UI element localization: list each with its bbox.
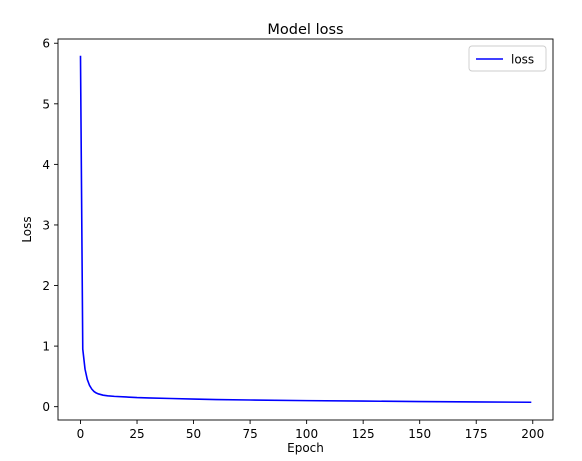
- legend: loss: [468, 45, 547, 72]
- x-axis-label: Epoch: [287, 441, 324, 455]
- plot-area: [79, 55, 532, 404]
- y-axis-ticks: 0 1 2 3 4 5 6: [42, 37, 58, 414]
- x-tick-label: 0: [77, 427, 85, 441]
- x-axis-ticks: 0 25 50 75 100 125 150 175 200: [77, 420, 544, 441]
- x-tick-label: 200: [521, 427, 544, 441]
- y-tick-label: 4: [42, 158, 50, 172]
- y-tick-label: 3: [42, 218, 50, 232]
- x-tick-label: 50: [186, 427, 201, 441]
- x-tick-label: 25: [129, 427, 144, 441]
- y-tick-label: 2: [42, 279, 50, 293]
- series-line-loss: [79, 55, 532, 404]
- y-tick-label: 6: [42, 37, 50, 51]
- chart-title: Model loss: [267, 22, 343, 38]
- x-tick-label: 125: [352, 427, 375, 441]
- axes-frame: [57, 38, 554, 421]
- x-tick-label: 100: [295, 427, 318, 441]
- y-axis-label: Loss: [20, 216, 34, 242]
- x-tick-label: 175: [465, 427, 488, 441]
- x-tick-label: 75: [242, 427, 257, 441]
- x-tick-label: 150: [408, 427, 431, 441]
- y-tick-label: 5: [42, 97, 50, 111]
- y-tick-label: 1: [42, 340, 50, 354]
- y-tick-label: 0: [42, 400, 50, 414]
- legend-label: loss: [511, 53, 534, 67]
- legend-box: [468, 45, 547, 72]
